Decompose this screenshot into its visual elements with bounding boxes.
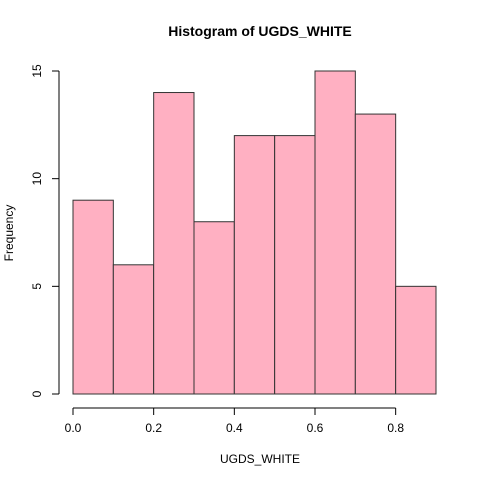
x-tick-label: 0.4 [226,421,243,435]
x-axis: 0.0 0.2 0.4 0.6 0.8 [65,407,404,435]
histogram-bar [112,264,155,395]
y-tick-label: 0 [30,390,44,397]
histogram-bar [395,285,437,395]
x-tick-label: 0.8 [387,421,404,435]
x-axis-label: UGDS_WHITE [220,452,300,466]
histogram-bar [72,199,114,395]
histogram-bar [233,135,276,395]
histogram-bar [314,70,356,395]
y-tick-label: 15 [30,64,44,78]
x-tick-label: 0.0 [65,421,82,435]
histogram-bar [153,92,195,395]
histogram-bar [354,113,397,395]
histogram-bar [193,221,235,395]
bars-group [72,70,437,395]
chart-title: Histogram of UGDS_WHITE [168,23,352,39]
y-axis-label: Frequency [2,205,16,262]
y-tick-label: 10 [30,172,44,186]
x-tick-label: 0.2 [145,421,162,435]
y-axis: 0 5 10 15 [30,64,60,397]
histogram-bar [274,135,316,395]
y-tick-label: 5 [30,283,44,290]
x-tick-label: 0.6 [307,421,324,435]
